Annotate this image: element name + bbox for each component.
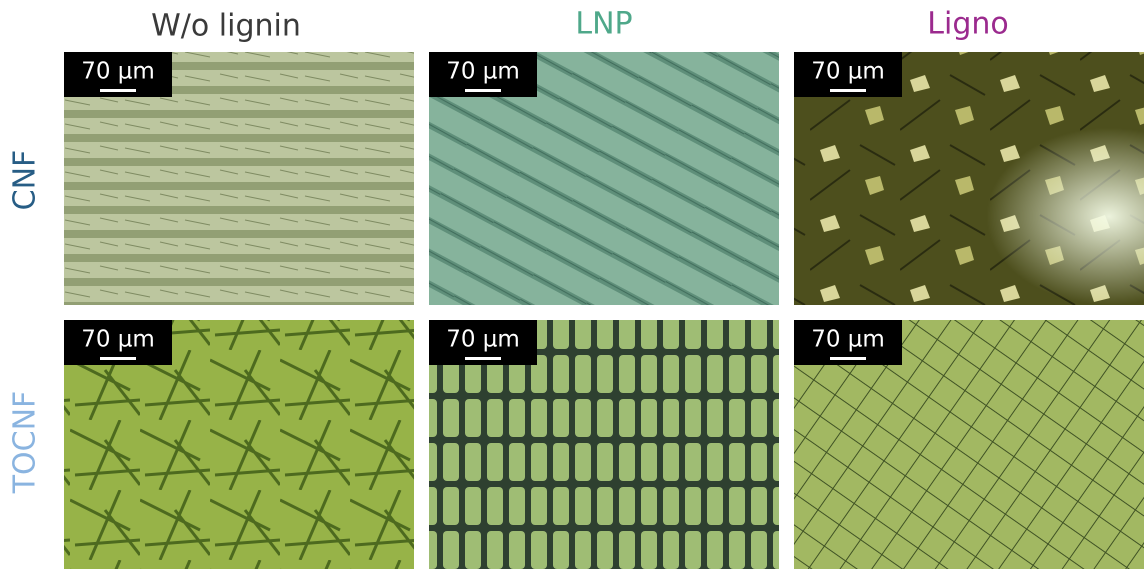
scale-bar	[830, 89, 866, 92]
scale-label: 70 µm	[811, 327, 885, 353]
column-header: W/o lignin	[151, 9, 301, 44]
scale-bar	[465, 89, 501, 92]
scale-bar	[100, 357, 136, 360]
scale-label: 70 µm	[81, 59, 155, 85]
scale-label: 70 µm	[446, 59, 520, 85]
scale-bar	[100, 89, 136, 92]
column-header: Ligno	[927, 7, 1008, 42]
figure: W/o lignin LNP Ligno CNF TOCNF 70 µm 70 µ…	[0, 0, 1144, 569]
scale-label: 70 µm	[446, 327, 520, 353]
scale-label: 70 µm	[81, 327, 155, 353]
row-header: TOCNF	[8, 391, 43, 495]
row-header: CNF	[8, 150, 43, 211]
scale-bar	[465, 357, 501, 360]
column-header: LNP	[575, 7, 632, 42]
scale-label: 70 µm	[811, 59, 885, 85]
scale-bar	[830, 357, 866, 360]
